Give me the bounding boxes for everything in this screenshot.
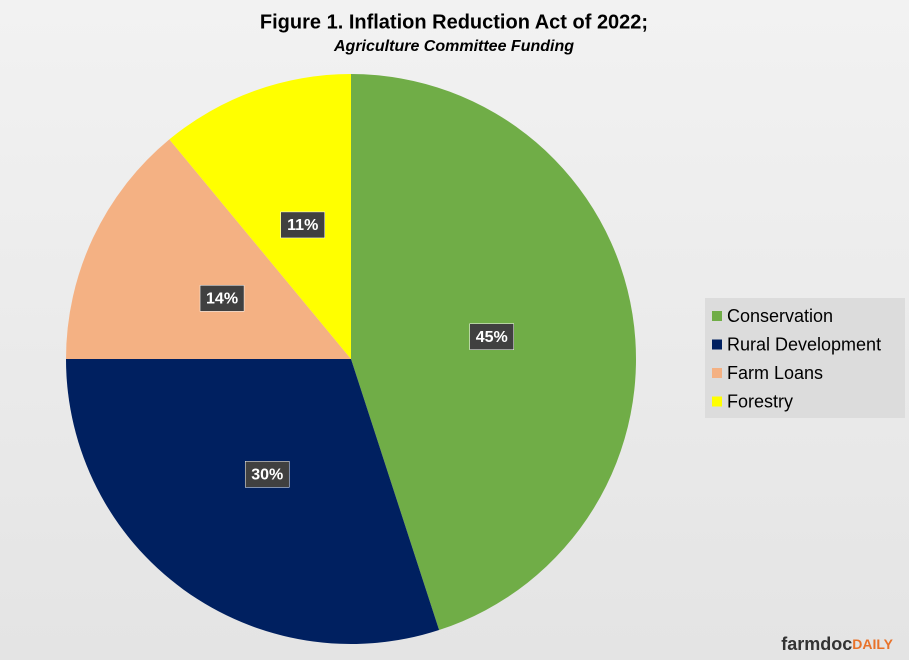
legend-marker (712, 339, 722, 350)
chart-title: Figure 1. Inflation Reduction Act of 202… (260, 11, 648, 33)
legend-marker (712, 311, 722, 321)
data-label: 14% (206, 291, 238, 308)
pie-slice (169, 74, 351, 359)
legend-label: Farm Loans (727, 363, 823, 383)
data-label: 30% (251, 467, 283, 484)
data-label-box (199, 285, 245, 312)
logo: farmdocDAILY (781, 634, 893, 654)
data-label-box (469, 323, 514, 350)
data-label-box (244, 461, 290, 488)
legend-marker (712, 396, 722, 407)
legend-label: Forestry (727, 391, 793, 411)
pie-slice (351, 74, 636, 631)
legend-marker (712, 368, 722, 378)
legend-label: Rural Development (727, 334, 881, 354)
pie-slice (66, 359, 440, 644)
legend-label: Conservation (727, 306, 833, 326)
data-label-box (280, 211, 325, 239)
pie-slice (66, 139, 351, 359)
legend-box (705, 298, 905, 418)
data-label: 11% (287, 217, 318, 234)
data-label: 45% (476, 329, 508, 346)
chart-subtitle: Agriculture Committee Funding (333, 38, 574, 55)
